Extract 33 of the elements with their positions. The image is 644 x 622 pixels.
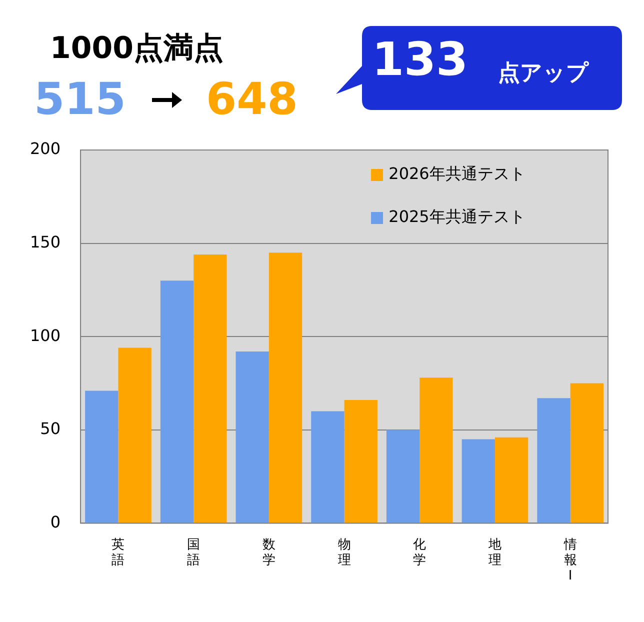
bar <box>344 400 378 523</box>
text: 133 <box>372 32 468 86</box>
y-tick-label: 100 <box>30 326 61 345</box>
x-tick-label: 物理 <box>338 537 351 568</box>
x-tick-label: 国語 <box>187 537 200 568</box>
bar <box>160 280 194 523</box>
text: 515 <box>34 74 126 125</box>
x-tick-label: 英語 <box>112 537 125 568</box>
bar <box>537 398 570 523</box>
y-tick-label: 200 <box>30 139 61 158</box>
bar <box>462 439 495 523</box>
chart-title: 1000点満点 <box>50 30 224 68</box>
x-tick-label: 数学 <box>262 537 276 568</box>
y-tick-label: 50 <box>40 419 61 438</box>
bar <box>420 378 453 523</box>
x-tick-label: 情報I <box>562 537 577 584</box>
bar <box>118 348 152 523</box>
bar <box>236 352 269 523</box>
bar <box>570 383 604 523</box>
bar <box>494 437 528 523</box>
x-tick-label: 地理 <box>487 537 502 568</box>
y-tick-label: 150 <box>30 232 61 252</box>
text: 648 <box>206 74 298 125</box>
bar <box>85 390 118 523</box>
bar <box>194 254 227 523</box>
y-tick-label: 0 <box>50 512 61 532</box>
legend-label: 2025年共通テスト <box>388 207 526 228</box>
bar <box>311 411 344 523</box>
bar <box>386 430 420 523</box>
bar <box>268 252 302 523</box>
legend-label: 2026年共通テスト <box>388 164 526 185</box>
text: 点アップ <box>498 60 589 88</box>
x-tick-label: 化学 <box>413 537 426 568</box>
